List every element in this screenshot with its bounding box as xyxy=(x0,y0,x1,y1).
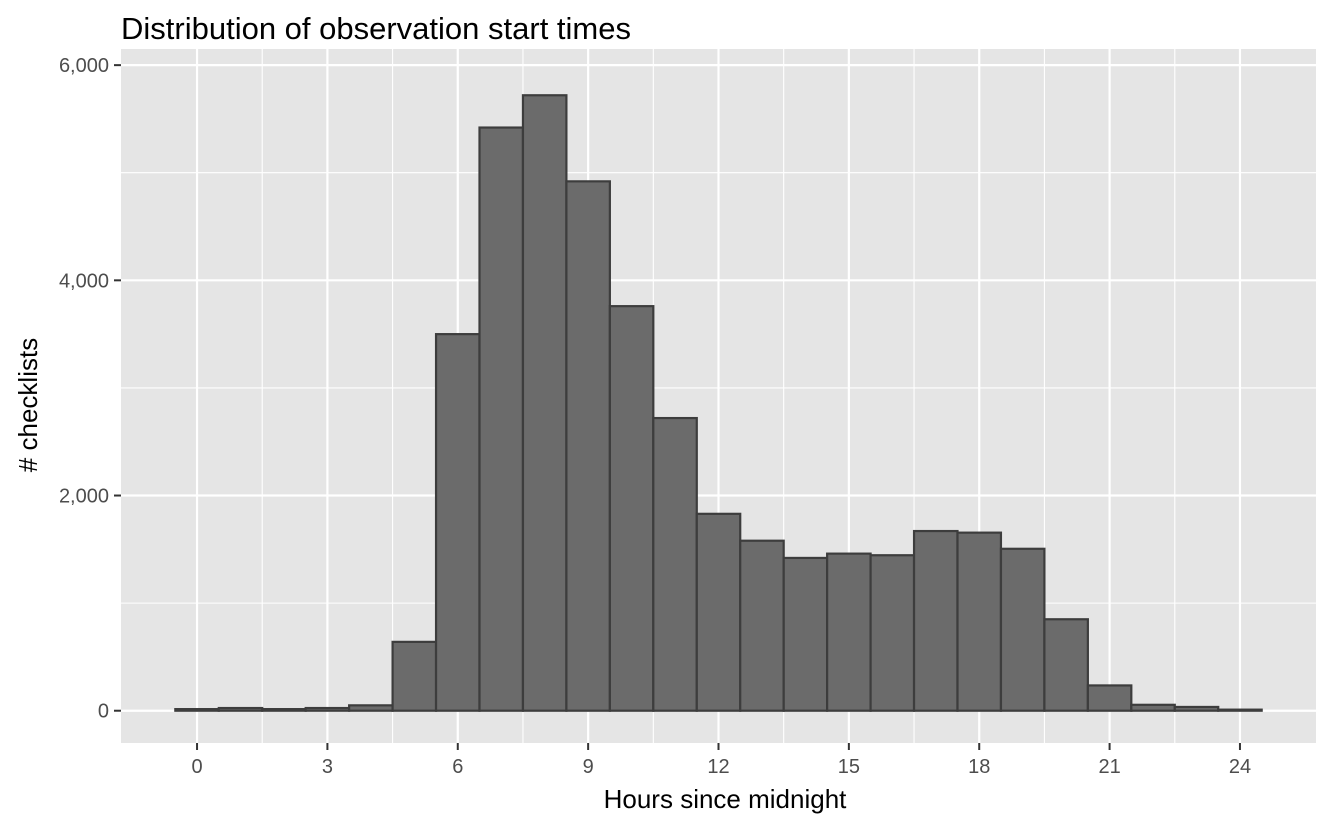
histogram-bar xyxy=(217,706,264,712)
histogram-bar xyxy=(565,180,611,712)
y-tick-label: 0 xyxy=(98,701,109,723)
histogram-bar xyxy=(174,708,220,712)
histogram-bar xyxy=(304,706,351,712)
x-tick-label: 3 xyxy=(322,756,333,778)
histogram-bar xyxy=(869,554,916,712)
histogram-bar xyxy=(826,552,872,712)
x-tick-label: 15 xyxy=(838,756,860,778)
histogram-bar xyxy=(782,556,829,712)
histogram-bar xyxy=(956,531,1003,712)
histogram-bars xyxy=(174,94,1263,712)
y-tick-label: 6,000 xyxy=(59,55,109,77)
y-tick-label: 4,000 xyxy=(59,270,109,292)
x-axis: 0 3 6 9 12 15 18 21 24 xyxy=(191,743,1251,778)
histogram-bar xyxy=(695,512,742,712)
x-tick-label: 21 xyxy=(1098,756,1120,778)
y-axis-title: # checklists xyxy=(13,338,43,472)
y-axis: 0 2,000 4,000 6,000 xyxy=(59,55,121,723)
histogram-bar xyxy=(1086,684,1133,712)
y-tick-label: 2,000 xyxy=(59,486,109,508)
histogram-bar xyxy=(1130,703,1176,712)
histogram-bar xyxy=(912,529,959,712)
histogram-bar xyxy=(652,416,698,712)
histogram-bar xyxy=(999,547,1046,712)
x-tick-label: 24 xyxy=(1229,756,1251,778)
histogram-bar xyxy=(1173,705,1220,712)
histogram-bar xyxy=(261,708,307,712)
x-tick-label: 18 xyxy=(968,756,990,778)
x-tick-label: 6 xyxy=(452,756,463,778)
x-tick-label: 12 xyxy=(707,756,729,778)
x-tick-label: 9 xyxy=(583,756,594,778)
histogram-bar xyxy=(478,126,525,712)
chart-title: Distribution of observation start times xyxy=(121,11,631,46)
histogram-bar xyxy=(1217,708,1263,712)
x-tick-label: 0 xyxy=(191,756,202,778)
histogram-bar xyxy=(434,333,481,712)
histogram-bar xyxy=(608,305,655,712)
histogram-bar xyxy=(521,94,568,712)
histogram-bar xyxy=(739,539,785,712)
histogram-bar xyxy=(1043,618,1089,712)
histogram-bar xyxy=(391,640,438,712)
x-axis-title: Hours since midnight xyxy=(604,784,848,814)
histogram-bar xyxy=(348,704,394,712)
